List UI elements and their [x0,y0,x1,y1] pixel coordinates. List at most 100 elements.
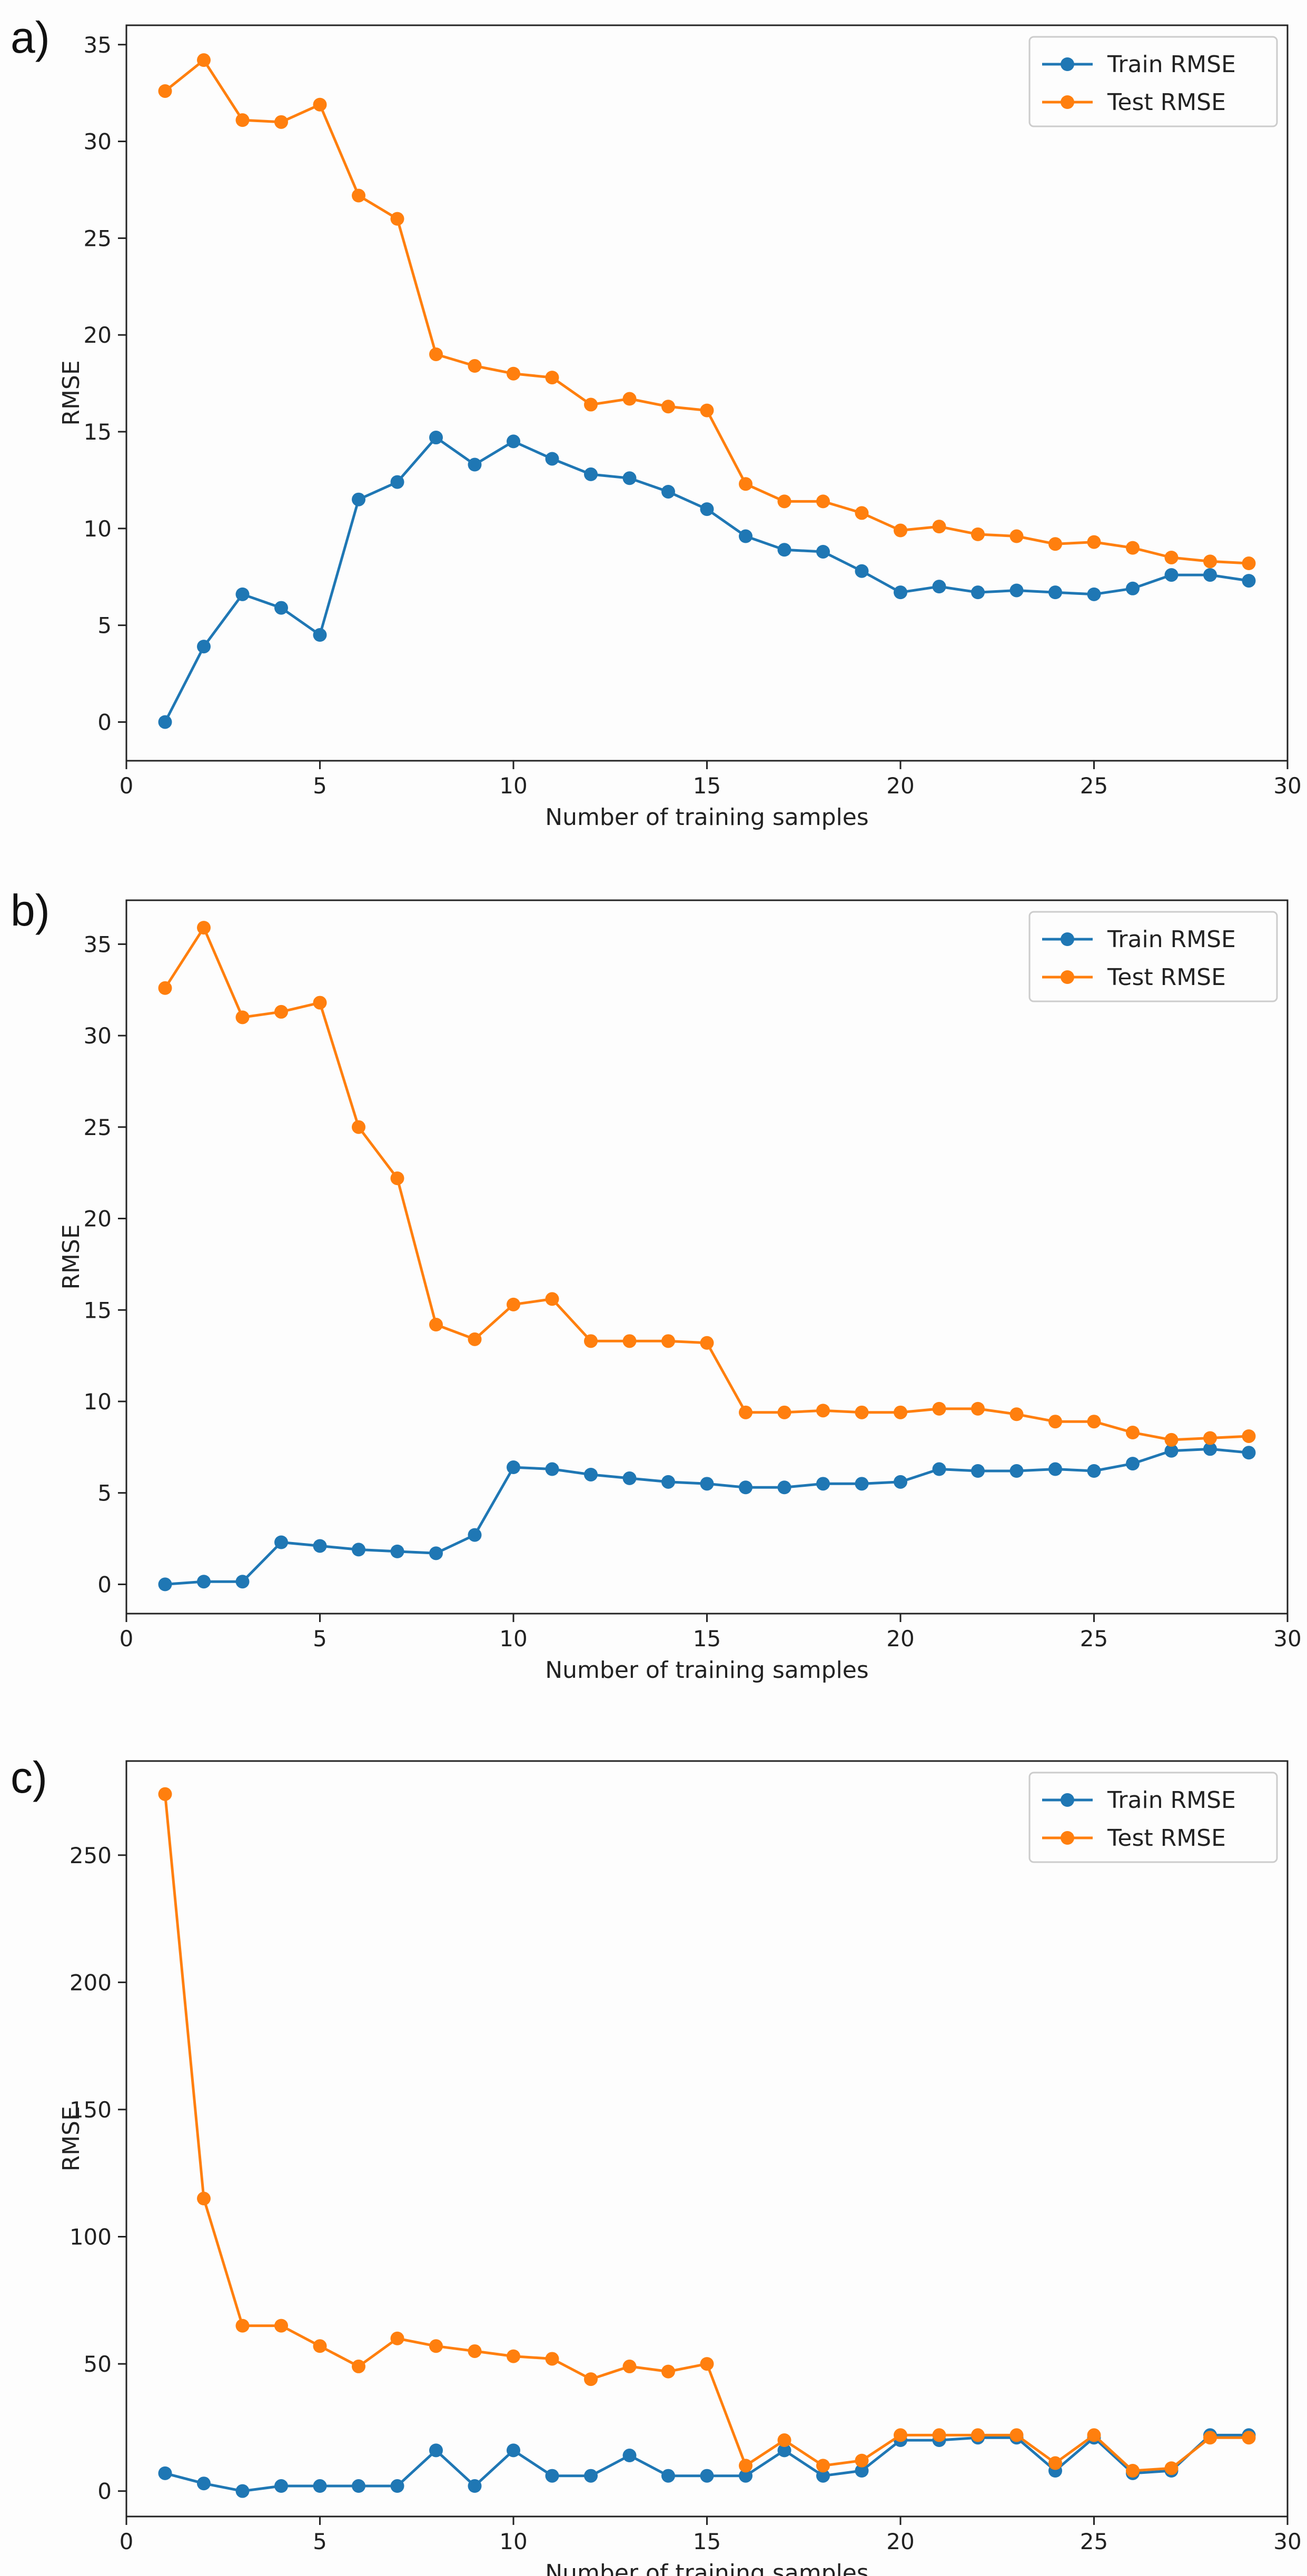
x-tick-label: 5 [313,1626,327,1652]
data-point [274,2319,288,2333]
data-point [545,1292,559,1306]
legend-swatch-marker [1061,932,1074,946]
data-point [158,2466,172,2480]
x-tick-label: 0 [120,2529,134,2554]
legend: Train RMSE Test RMSE [1028,36,1278,127]
series-train-rmse [158,431,1256,729]
data-point [468,1528,482,1542]
data-point [661,1334,675,1348]
y-tick-label: 20 [84,322,112,348]
data-point [545,371,559,385]
data-point [622,1471,637,1485]
y-tick-label: 10 [84,516,112,542]
legend-swatch-marker [1061,1831,1074,1845]
plot-frame [125,899,1289,1615]
data-point [1048,585,1062,600]
x-tick-label: 0 [120,773,134,799]
data-point [777,1405,791,1419]
data-point [1048,1462,1062,1476]
data-point [235,2484,250,2498]
data-point [777,494,791,509]
data-point [855,2464,869,2478]
data-point [507,366,520,381]
data-point [235,2319,250,2333]
data-point [468,1332,482,1346]
y-tick-label: 0 [97,1572,112,1597]
data-point [1087,1415,1101,1429]
data-point [971,2428,985,2442]
data-point [700,2357,714,2371]
data-point [352,2359,365,2373]
data-point [1203,1442,1217,1456]
data-point [468,2344,482,2358]
x-axis-label: Number of training samples [545,804,868,831]
data-point [622,1334,637,1348]
data-point [661,2364,675,2379]
data-point [1087,1464,1101,1478]
data-point [158,1787,172,1801]
data-point [352,1120,365,1134]
x-tick-label: 30 [1273,773,1301,799]
x-tick-label: 25 [1080,2529,1108,2554]
legend-box [1028,36,1278,127]
data-point [1164,1433,1179,1447]
plot-frame [125,1760,1289,2518]
data-point [1048,537,1062,551]
data-point [739,1480,752,1495]
data-point [971,585,985,600]
data-point [235,1575,250,1589]
data-point [313,996,327,1010]
data-point [622,2449,637,2463]
data-point [507,434,520,449]
legend-swatch-marker [1061,57,1074,71]
data-point [1126,1426,1140,1440]
data-point [197,921,211,935]
legend-swatch-marker [1061,1793,1074,1807]
data-point [584,2469,598,2483]
data-point [894,1405,907,1419]
data-point [1126,581,1140,595]
data-point [235,587,250,601]
data-point [545,2352,559,2366]
y-tick-label: 10 [84,1389,112,1415]
data-point [700,502,714,516]
data-point [1242,2431,1256,2445]
x-axis-label: Number of training samples [545,1657,868,1684]
x-tick-label: 15 [693,2529,721,2554]
data-point [777,2433,791,2448]
legend-box [1028,1772,1278,1863]
data-point [1009,529,1024,543]
data-point [197,2476,211,2491]
x-tick-label: 0 [120,1626,134,1652]
data-point [1164,2461,1179,2475]
x-tick-label: 15 [693,1626,721,1652]
data-point [1203,554,1217,569]
data-point [661,484,675,499]
data-point [1048,2456,1062,2470]
data-point [1087,587,1101,601]
data-point [352,2479,365,2493]
plot-frame [125,24,1289,762]
data-point [235,1010,250,1025]
y-tick-label: 200 [70,1970,112,1995]
data-point [971,1401,985,1416]
data-point [429,1546,443,1560]
data-point [1009,583,1024,598]
y-tick-label: 25 [84,225,112,251]
data-point [855,506,869,520]
data-point [855,2453,869,2468]
data-point [197,2192,211,2206]
data-point [816,2459,830,2473]
data-point [235,113,250,127]
legend-swatch-marker [1061,95,1074,109]
legend-entry: Test RMSE [1107,1825,1226,1852]
data-point [1242,574,1256,588]
data-point [158,84,172,98]
x-tick-label: 10 [499,2529,527,2554]
data-point [507,2349,520,2363]
data-point [274,2479,288,2493]
y-tick-label: 15 [84,419,112,445]
y-axis-label: RMSE [58,360,85,425]
y-tick-label: 100 [70,2224,112,2250]
